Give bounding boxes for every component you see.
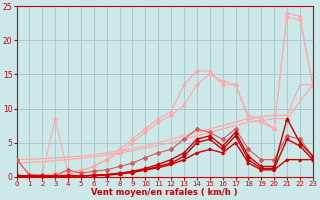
X-axis label: Vent moyen/en rafales ( km/h ): Vent moyen/en rafales ( km/h ) xyxy=(92,188,238,197)
